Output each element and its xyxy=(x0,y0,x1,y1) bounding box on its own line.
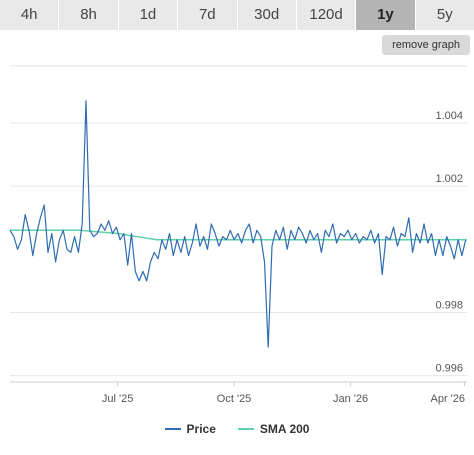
tab-1d[interactable]: 1d xyxy=(118,0,179,30)
legend-item-price[interactable]: Price xyxy=(164,422,216,436)
legend-swatch-price xyxy=(164,428,181,430)
tab-120d[interactable]: 120d xyxy=(296,0,357,30)
legend-item-sma-200[interactable]: SMA 200 xyxy=(237,422,310,436)
series xyxy=(9,100,467,348)
grid xyxy=(10,65,467,377)
y-tick-label: 1.004 xyxy=(435,110,463,122)
x-axis: Jul '25 Oct '25 Jan '26 Apr '26 xyxy=(10,381,467,405)
legend-swatch-sma xyxy=(237,428,254,430)
tab-7d[interactable]: 7d xyxy=(178,0,238,30)
x-tick-label: Jan '26 xyxy=(333,393,368,405)
remove-graph-button[interactable]: remove graph xyxy=(382,35,470,55)
y-tick-label: 0.996 xyxy=(435,363,463,375)
y-axis: 0.996 0.998 1.002 1.004 xyxy=(435,110,463,375)
legend: Price SMA 200 xyxy=(0,420,474,438)
legend-label-price: Price xyxy=(186,422,216,436)
timeframe-tabs: 4h 8h 1d 7d 30d 120d 1y 5y xyxy=(0,0,474,30)
tab-8h[interactable]: 8h xyxy=(59,0,119,30)
tab-5y[interactable]: 5y xyxy=(415,0,474,30)
series-line-price xyxy=(9,100,467,348)
x-tick-label: Jul '25 xyxy=(102,393,133,405)
legend-label-sma-200: SMA 200 xyxy=(259,422,310,436)
x-tick-label: Apr '26 xyxy=(430,393,465,405)
y-tick-label: 0.998 xyxy=(435,299,463,311)
x-tick-label: Oct '25 xyxy=(217,393,252,405)
y-tick-label: 1.002 xyxy=(435,173,463,185)
tab-4h[interactable]: 4h xyxy=(0,0,60,30)
tab-30d[interactable]: 30d xyxy=(237,0,297,30)
tab-1y[interactable]: 1y xyxy=(356,0,416,30)
